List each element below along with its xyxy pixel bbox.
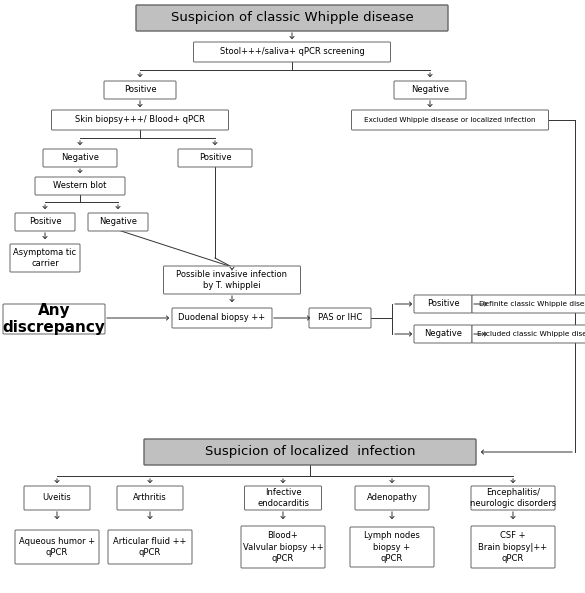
FancyBboxPatch shape <box>178 149 252 167</box>
Text: CSF +
Brain biopsy|++
qPCR: CSF + Brain biopsy|++ qPCR <box>479 531 548 563</box>
Text: Positive: Positive <box>29 218 61 227</box>
Text: Negative: Negative <box>99 218 137 227</box>
FancyBboxPatch shape <box>43 149 117 167</box>
Text: Suspicion of localized  infection: Suspicion of localized infection <box>205 445 415 458</box>
FancyBboxPatch shape <box>472 295 585 313</box>
FancyBboxPatch shape <box>104 81 176 99</box>
FancyBboxPatch shape <box>172 308 272 328</box>
Text: Encephalitis/
neurologic disorders: Encephalitis/ neurologic disorders <box>470 488 556 508</box>
Text: Possible invasive infection
by T. whipplei: Possible invasive infection by T. whippl… <box>177 270 287 290</box>
Text: Negative: Negative <box>61 154 99 162</box>
FancyBboxPatch shape <box>471 486 555 510</box>
FancyBboxPatch shape <box>163 266 301 294</box>
Text: Negative: Negative <box>411 85 449 94</box>
FancyBboxPatch shape <box>414 325 472 343</box>
Text: Adenopathy: Adenopathy <box>367 493 418 502</box>
FancyBboxPatch shape <box>394 81 466 99</box>
Text: Infective
endocarditis: Infective endocarditis <box>257 488 309 508</box>
FancyBboxPatch shape <box>117 486 183 510</box>
FancyBboxPatch shape <box>471 526 555 568</box>
FancyBboxPatch shape <box>3 304 105 334</box>
FancyBboxPatch shape <box>309 308 371 328</box>
FancyBboxPatch shape <box>88 213 148 231</box>
Text: Aqueous humor +
qPCR: Aqueous humor + qPCR <box>19 537 95 557</box>
Text: Suspicion of classic Whipple disease: Suspicion of classic Whipple disease <box>171 11 414 24</box>
Text: Duodenal biopsy ++: Duodenal biopsy ++ <box>178 314 266 323</box>
FancyBboxPatch shape <box>108 530 192 564</box>
FancyBboxPatch shape <box>136 5 448 31</box>
FancyBboxPatch shape <box>355 486 429 510</box>
FancyBboxPatch shape <box>10 244 80 272</box>
Text: Uveitis: Uveitis <box>43 493 71 502</box>
Text: Any
discrepancy: Any discrepancy <box>2 303 105 335</box>
FancyBboxPatch shape <box>144 439 476 465</box>
Text: Arthritis: Arthritis <box>133 493 167 502</box>
FancyBboxPatch shape <box>15 530 99 564</box>
Text: Western blot: Western blot <box>53 181 106 190</box>
Text: Skin biopsy+++/ Blood+ qPCR: Skin biopsy+++/ Blood+ qPCR <box>75 116 205 125</box>
Text: Negative: Negative <box>424 330 462 339</box>
Text: Positive: Positive <box>123 85 156 94</box>
Text: Excluded classic Whipple disease: Excluded classic Whipple disease <box>477 331 585 337</box>
Text: Blood+
Valvular biopsy ++
qPCR: Blood+ Valvular biopsy ++ qPCR <box>243 531 324 563</box>
FancyBboxPatch shape <box>352 110 549 130</box>
FancyBboxPatch shape <box>24 486 90 510</box>
FancyBboxPatch shape <box>15 213 75 231</box>
FancyBboxPatch shape <box>472 325 585 343</box>
FancyBboxPatch shape <box>51 110 229 130</box>
Text: PAS or IHC: PAS or IHC <box>318 314 362 323</box>
FancyBboxPatch shape <box>241 526 325 568</box>
Text: Stool+++/saliva+ qPCR screening: Stool+++/saliva+ qPCR screening <box>219 47 364 56</box>
Text: Articular fluid ++
qPCR: Articular fluid ++ qPCR <box>113 537 187 557</box>
FancyBboxPatch shape <box>35 177 125 195</box>
Text: Definite classic Whipple disease: Definite classic Whipple disease <box>479 301 585 307</box>
Text: Asymptoma tic
carrier: Asymptoma tic carrier <box>13 248 77 268</box>
Text: Lymph nodes
biopsy +
qPCR: Lymph nodes biopsy + qPCR <box>364 531 420 563</box>
Text: Positive: Positive <box>426 299 459 308</box>
Text: Positive: Positive <box>199 154 231 162</box>
FancyBboxPatch shape <box>194 42 391 62</box>
Text: Excluded Whipple disease or localized infection: Excluded Whipple disease or localized in… <box>364 117 536 123</box>
FancyBboxPatch shape <box>414 295 472 313</box>
FancyBboxPatch shape <box>245 486 322 510</box>
FancyBboxPatch shape <box>350 527 434 567</box>
